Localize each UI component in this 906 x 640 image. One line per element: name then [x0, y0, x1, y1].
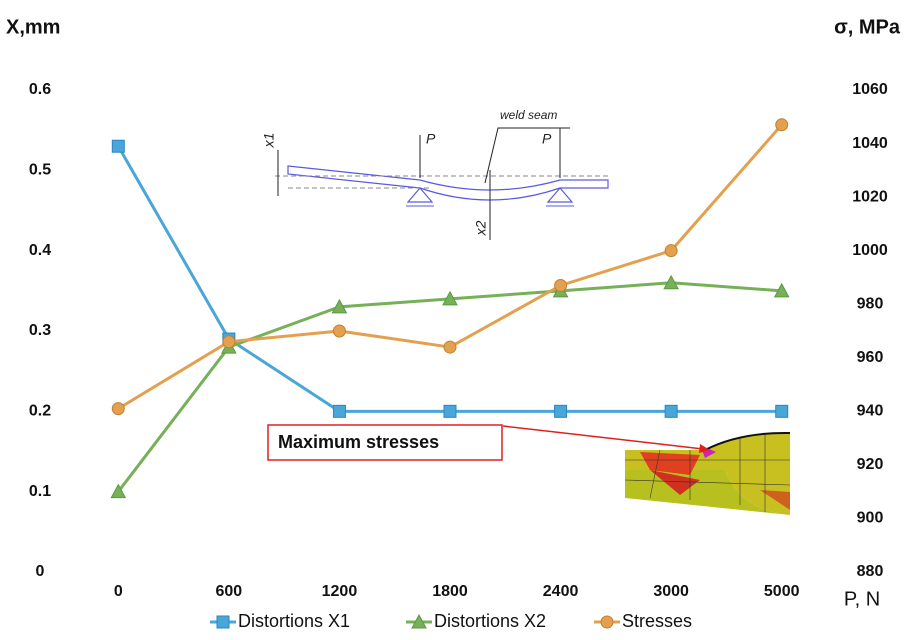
marker	[555, 279, 567, 291]
x-tick-label: 0	[114, 583, 123, 600]
y2-tick-label: 980	[857, 295, 884, 312]
inset-label: P	[426, 131, 436, 147]
x-tick-label: 5000	[764, 583, 800, 600]
y2-tick-label: 960	[857, 349, 884, 366]
x-tick-label: 1800	[432, 583, 468, 600]
y-tick-label: 0	[36, 563, 45, 580]
y-tick-label: 0.4	[29, 242, 51, 259]
marker	[665, 245, 677, 257]
inset-label: P	[542, 131, 552, 147]
x-tick-label: 1200	[322, 583, 358, 600]
y-tick-label: 0.1	[29, 483, 51, 500]
y2-tick-label: 1000	[852, 242, 888, 259]
chart: X,mm σ, MPa P, N x1 P weld seam P x2 Max…	[0, 0, 906, 635]
y2-axis-title: σ, MPa	[834, 16, 901, 38]
y2-tick-label: 1040	[852, 135, 888, 152]
marker	[444, 405, 456, 417]
y2-tick-label: 920	[857, 456, 884, 473]
marker	[112, 140, 124, 152]
inset-label: weld seam	[500, 108, 557, 122]
series-line	[118, 146, 781, 411]
legend-marker	[601, 616, 613, 628]
x-tick-label: 600	[216, 583, 243, 600]
marker	[333, 405, 345, 417]
y2-tick-label: 1020	[852, 188, 888, 205]
y2-tick-label: 880	[857, 563, 884, 580]
y2-tick-label: 940	[857, 403, 884, 420]
marker	[112, 403, 124, 415]
x-tick-label: 2400	[543, 583, 579, 600]
inset-label: x1	[261, 133, 277, 149]
marker	[776, 119, 788, 131]
y2-tick-label: 1060	[852, 81, 888, 98]
marker	[223, 336, 235, 348]
legend-marker	[217, 616, 229, 628]
legend-label: Stresses	[622, 611, 692, 631]
annotation-arrow	[503, 426, 703, 449]
marker	[444, 341, 456, 353]
marker	[665, 405, 677, 417]
y-tick-label: 0.5	[29, 162, 51, 179]
marker	[333, 325, 345, 337]
x-axis-title: P, N	[844, 588, 880, 610]
beam-schematic	[275, 128, 610, 240]
legend-label: Distortions X1	[238, 611, 350, 631]
annotation: Maximum stresses	[278, 432, 439, 452]
y2-tick-label: 900	[857, 510, 884, 527]
marker	[776, 405, 788, 417]
inset-label: x2	[473, 220, 489, 236]
fea-image	[625, 433, 790, 515]
y-axis-title: X,mm	[6, 16, 60, 38]
y-tick-label: 0.2	[29, 403, 51, 420]
marker	[555, 405, 567, 417]
series-line	[118, 125, 781, 409]
legend-label: Distortions X2	[434, 611, 546, 631]
y-tick-label: 0.3	[29, 322, 51, 339]
x-tick-label: 3000	[653, 583, 689, 600]
y-tick-label: 0.6	[29, 81, 51, 98]
